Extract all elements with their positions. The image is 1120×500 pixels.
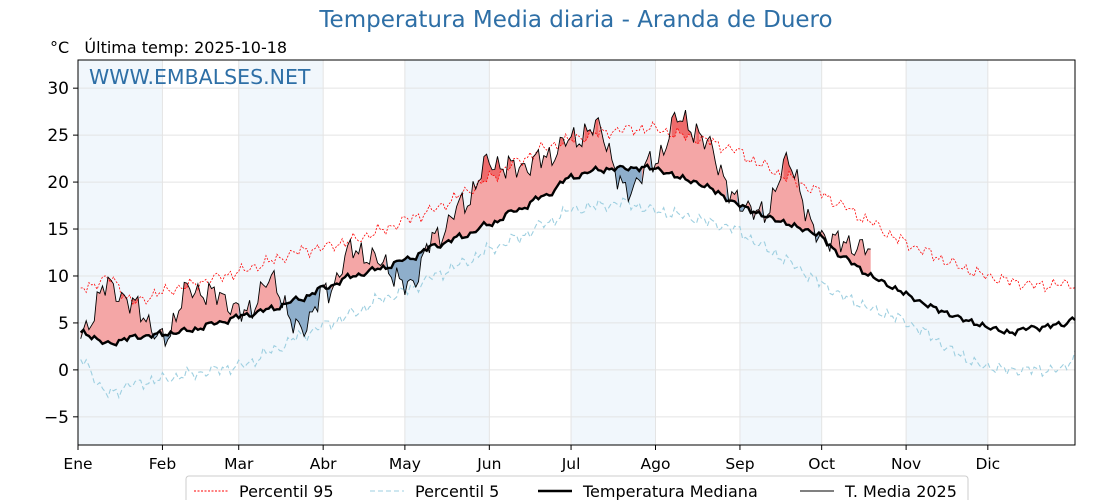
y-tick-label: 25 bbox=[47, 126, 69, 146]
x-tick-label: Jun bbox=[476, 455, 501, 473]
y-tick-label: 15 bbox=[47, 220, 69, 240]
plot-frame bbox=[77, 59, 1076, 446]
anomaly-above-fill bbox=[429, 117, 615, 253]
legend: Percentil 95 Percentil 5 Temperatura Media… bbox=[185, 475, 969, 500]
x-tick-label: Ene bbox=[63, 455, 92, 473]
extreme-above-fill bbox=[481, 154, 503, 184]
extreme-above-fill bbox=[595, 117, 599, 137]
anomaly-above-fill bbox=[80, 277, 152, 346]
legend-label-p5: Percentil 5 bbox=[415, 482, 499, 500]
anomaly-above-fill bbox=[652, 110, 727, 202]
x-tick-label: Ago bbox=[641, 455, 671, 473]
x-tick-label: May bbox=[389, 455, 421, 473]
month-bands bbox=[78, 60, 988, 445]
y-tick-label: 20 bbox=[47, 173, 69, 193]
x-tick-label: Dic bbox=[975, 455, 1000, 473]
month-band bbox=[906, 60, 988, 445]
y-tick-label: 30 bbox=[47, 79, 69, 99]
x-tick-label: Feb bbox=[149, 455, 176, 473]
series-line-percentil-5 bbox=[80, 197, 1076, 400]
x-tick-label: Abr bbox=[310, 455, 337, 473]
legend-label-median: Temperatura Mediana bbox=[582, 482, 758, 500]
extreme-above-fill bbox=[121, 292, 125, 299]
chart-title: Temperatura Media diaria - Aranda de Due… bbox=[319, 7, 833, 33]
y-tick-label: 5 bbox=[58, 314, 69, 334]
anomaly-above-fill bbox=[241, 300, 250, 322]
chart-subtitle: °C Última temp: 2025-10-18 bbox=[50, 38, 288, 57]
legend-box bbox=[185, 475, 969, 500]
x-tick-label: Oct bbox=[808, 455, 835, 473]
x-axis: Ene Feb Mar Abr May Jun Jul Ago Sep Oct Nov Dic bbox=[63, 445, 1000, 473]
grid-lines bbox=[77, 60, 1075, 445]
anomaly-above-fill bbox=[764, 152, 814, 235]
anomaly-above-fill bbox=[641, 151, 651, 184]
series-line-t-media-2025 bbox=[80, 109, 871, 348]
y-tick-label: 10 bbox=[47, 267, 69, 287]
anomaly-above-fill bbox=[170, 282, 239, 336]
month-band bbox=[78, 60, 163, 445]
anomaly-below-fill bbox=[614, 165, 642, 202]
y-axis: −5 0 5 10 15 20 25 30 bbox=[44, 79, 78, 428]
extreme-above-fill bbox=[508, 156, 512, 171]
series-lines bbox=[79, 109, 1076, 400]
series-line-temperatura-mediana bbox=[79, 163, 1076, 347]
extreme-above-fill bbox=[783, 152, 792, 182]
anomaly-above-fill bbox=[331, 239, 386, 292]
y-tick-label: 0 bbox=[58, 361, 69, 381]
anomaly-above-fill bbox=[156, 328, 163, 336]
anomaly-below-fill bbox=[162, 328, 171, 347]
month-band bbox=[739, 60, 822, 445]
extreme-above-fill bbox=[132, 296, 138, 304]
anomaly-above-fill bbox=[829, 230, 871, 276]
extreme-above-fill bbox=[560, 137, 563, 146]
legend-label-year: T. Media 2025 bbox=[844, 482, 957, 500]
month-band bbox=[238, 60, 324, 445]
extreme-above-fill bbox=[696, 123, 700, 144]
y-tick-label: −5 bbox=[44, 408, 69, 428]
month-band bbox=[571, 60, 656, 445]
x-tick-label: Jul bbox=[561, 455, 581, 473]
anomaly-above-fill bbox=[753, 201, 762, 220]
watermark: WWW.EMBALSES.NET bbox=[89, 65, 311, 89]
x-tick-label: Sep bbox=[725, 455, 754, 473]
x-tick-label: Nov bbox=[891, 455, 921, 473]
anomaly-below-fill bbox=[813, 225, 819, 243]
legend-label-p95: Percentil 95 bbox=[239, 482, 334, 500]
extreme-above-fill bbox=[184, 282, 187, 289]
x-tick-label: Mar bbox=[224, 455, 254, 473]
